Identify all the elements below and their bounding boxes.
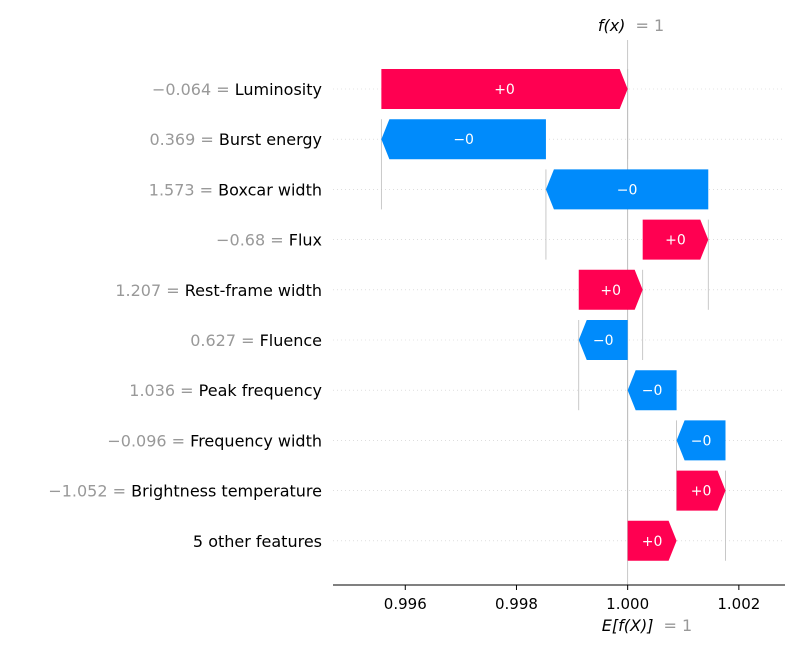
reference-lines xyxy=(380,40,726,585)
feature-labels: −0.064 = Luminosity 0.369 = Burst energy 1… xyxy=(48,80,322,551)
feature-label: −0.064 = Luminosity xyxy=(152,80,322,99)
feature-name: Peak frequency xyxy=(199,381,322,400)
expected-value-value: = 1 xyxy=(664,616,693,635)
feature-value: 1.036 = xyxy=(129,381,198,400)
bar-value-label: +0 xyxy=(642,534,663,550)
feature-label: −0.68 = Flux xyxy=(216,231,322,250)
bar-brightness-temperature xyxy=(676,470,726,511)
bar-value-label: −0 xyxy=(453,132,474,148)
feature-value: −0.064 = xyxy=(152,80,235,99)
feature-label: 1.573 = Boxcar width xyxy=(149,180,322,199)
feature-value: 0.627 = xyxy=(190,331,259,350)
bar-flux xyxy=(642,219,709,260)
feature-label: 1.036 = Peak frequency xyxy=(129,381,322,400)
bar-frequency-width xyxy=(676,420,726,461)
bar-value-label: +0 xyxy=(600,283,621,299)
feature-value: −0.68 = xyxy=(216,231,289,250)
fx-label: f(x) xyxy=(598,16,626,35)
x-tick-label: 1.000 xyxy=(606,595,649,613)
feature-label: 1.207 = Rest-frame width xyxy=(115,281,322,300)
fx-annotation: f(x) = 1 xyxy=(598,16,664,35)
bar-value-label: −0 xyxy=(617,182,638,198)
bar-fluence xyxy=(578,320,628,360)
fx-value: = 1 xyxy=(636,16,665,35)
bar-peak-frequency xyxy=(627,370,677,411)
bar-value-label: +0 xyxy=(494,82,515,98)
feature-label: 0.627 = Fluence xyxy=(190,331,322,350)
bar-boxcar-width xyxy=(545,169,709,210)
feature-name: Brightness temperature xyxy=(131,482,322,501)
feature-name: Flux xyxy=(289,231,322,250)
x-tick-label: 0.996 xyxy=(384,595,427,613)
x-tick-label: 0.998 xyxy=(495,595,538,613)
feature-name: Rest-frame width xyxy=(185,281,322,300)
feature-name: Frequency width xyxy=(190,431,322,450)
bar-burst-energy xyxy=(381,119,546,160)
feature-value: 1.573 = xyxy=(149,180,218,199)
feature-name: Boxcar width xyxy=(218,180,322,199)
feature-label: −0.096 = Frequency width xyxy=(107,431,322,450)
feature-name: Luminosity xyxy=(235,80,322,99)
bar-value-label: −0 xyxy=(593,333,614,349)
x-axis: 0.996 0.998 1.000 1.002 xyxy=(333,584,785,613)
feature-value: 1.207 = xyxy=(115,281,184,300)
x-tick-label: 1.002 xyxy=(717,595,760,613)
bar-luminosity xyxy=(381,69,628,109)
bar-value-label: +0 xyxy=(691,484,712,500)
feature-label: 0.369 = Burst energy xyxy=(149,130,322,149)
bar-value-label: −0 xyxy=(642,383,663,399)
feature-value: 0.369 = xyxy=(149,130,218,149)
bar-rest-frame-width xyxy=(578,269,643,310)
bar-5-other-features xyxy=(627,520,677,561)
bar-value-label: +0 xyxy=(665,233,686,249)
feature-value: −0.096 = xyxy=(107,431,190,450)
bar-value-label: −0 xyxy=(691,433,712,449)
bars: +0 −0 −0 +0 +0 −0 −0 −0 +0 +0 xyxy=(381,69,726,561)
feature-name: Fluence xyxy=(260,331,322,350)
expected-value-annotation: E[f(X)] = 1 xyxy=(602,616,692,635)
feature-label: 5 other features xyxy=(193,532,322,551)
expected-value-label: E[f(X)] xyxy=(602,616,654,635)
feature-name: Burst energy xyxy=(219,130,322,149)
feature-value: −1.052 = xyxy=(48,482,131,501)
feature-label: −1.052 = Brightness temperature xyxy=(48,482,322,501)
feature-name: 5 other features xyxy=(193,532,322,551)
